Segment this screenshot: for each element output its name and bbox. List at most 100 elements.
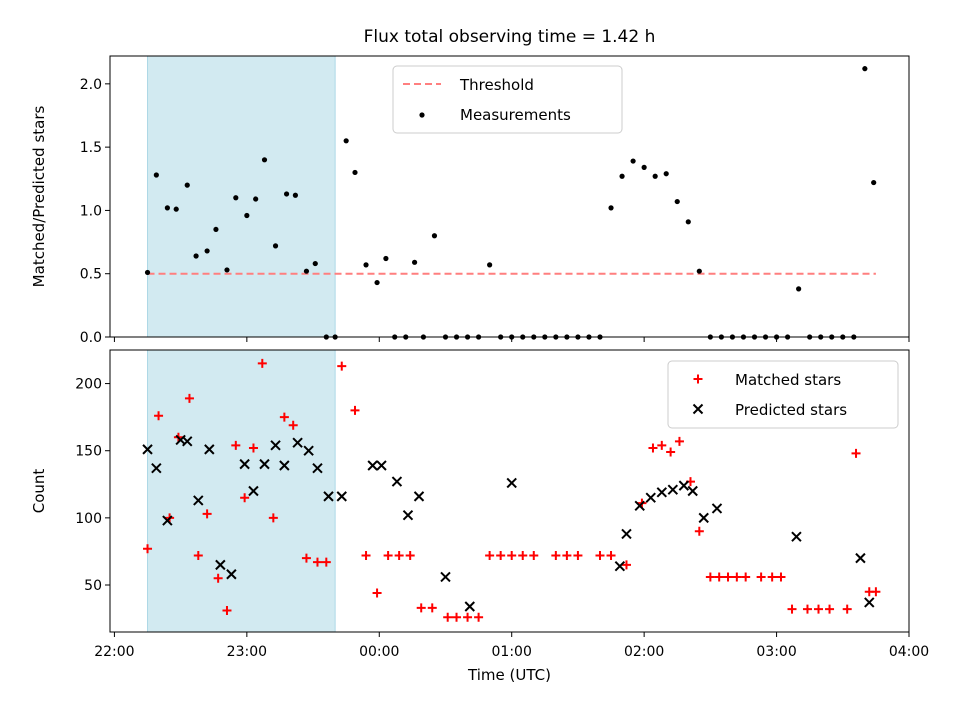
data-point — [213, 226, 219, 233]
predicted-star-point — [248, 485, 259, 497]
data-point — [164, 205, 170, 211]
matched-star-point — [394, 550, 404, 560]
predicted-star-point — [303, 445, 314, 456]
matched-star-point — [776, 572, 786, 582]
predicted-star-point — [711, 503, 723, 514]
matched-star-point — [518, 550, 528, 560]
matched-star-point — [213, 573, 223, 583]
x-tick-label: 01:00 — [492, 644, 532, 660]
predicted-star-point — [193, 495, 204, 506]
predicted-star-point — [239, 458, 250, 470]
predicted-star-point — [279, 460, 290, 471]
x-tick-label: 00:00 — [359, 644, 399, 660]
data-point — [204, 248, 210, 254]
matched-star-point — [485, 550, 495, 560]
legend-threshold-label: Threshold — [459, 76, 534, 94]
data-point — [862, 66, 868, 72]
data-point — [184, 182, 190, 188]
legend-measurements-swatch — [419, 112, 425, 118]
data-point — [193, 253, 199, 259]
data-point — [431, 233, 438, 239]
predicted-star-point — [336, 491, 347, 502]
predicted-star-point — [413, 491, 425, 502]
predicted-star-point — [864, 597, 875, 608]
predicted-star-point — [292, 437, 303, 448]
predicted-star-point — [506, 477, 517, 489]
axes-frame — [109, 349, 910, 633]
matched-star-point — [767, 572, 777, 582]
data-point — [173, 206, 179, 212]
data-point — [641, 164, 647, 170]
matched-star-point — [802, 604, 812, 614]
matched-star-point — [257, 358, 267, 368]
matched-star-point — [851, 448, 861, 458]
data-point — [363, 262, 369, 268]
matched-star-point — [814, 604, 824, 614]
data-point — [233, 195, 239, 201]
x-tick-label: 04:00 — [889, 644, 929, 660]
data-point — [153, 172, 159, 178]
predicted-star-point — [182, 436, 193, 447]
matched-star-point — [573, 550, 583, 560]
predicted-star-point — [656, 487, 668, 498]
predicted-star-point — [142, 444, 153, 455]
matched-star-point — [184, 393, 194, 403]
y-tick-label: 2.0 — [80, 77, 102, 93]
data-point — [796, 286, 802, 292]
predicted-star-point — [464, 601, 475, 612]
matched-star-point — [657, 440, 667, 450]
data-point — [487, 262, 493, 268]
predicted-star-point — [376, 460, 387, 471]
legend-box — [667, 360, 899, 429]
matched-star-point — [621, 560, 631, 570]
predicted-star-point — [151, 462, 162, 474]
matched-star-point — [606, 550, 616, 560]
count-panel: 50 100 150 200 22:00 23:00 00:00 01:00 02:00 03:0… — [30, 349, 929, 684]
legend: Matched stars Predicted stars — [667, 360, 899, 429]
series-predicted-stars — [142, 434, 875, 612]
matched-star-point — [825, 604, 835, 614]
matched-star-point — [648, 443, 658, 453]
data-point — [608, 205, 614, 211]
predicted-star-point — [667, 484, 679, 495]
data-point — [652, 173, 658, 179]
predicted-star-point — [614, 560, 626, 572]
y-tick-label: 1.5 — [80, 140, 102, 156]
matched-star-point — [301, 553, 311, 563]
matched-star-point — [595, 550, 605, 560]
data-point — [224, 267, 230, 273]
matched-star-point — [714, 572, 724, 582]
predicted-star-point — [226, 569, 237, 580]
predicted-star-point — [440, 571, 451, 583]
matched-star-point — [551, 550, 561, 560]
matched-star-point — [496, 550, 506, 560]
matched-star-point — [694, 526, 704, 536]
predicted-star-point — [855, 552, 866, 564]
data-point — [253, 196, 259, 202]
data-point — [272, 243, 279, 249]
matched-star-point — [756, 572, 766, 582]
predicted-star-point — [791, 531, 802, 542]
matched-star-point — [732, 572, 742, 582]
predicted-star-point — [312, 462, 323, 474]
data-point — [685, 219, 691, 225]
data-point — [374, 279, 380, 286]
data-point — [619, 173, 625, 179]
y-tick-label: 0.0 — [80, 330, 102, 346]
matched-star-point — [463, 612, 473, 622]
x-axis-label: Time (UTC) — [467, 666, 551, 684]
matched-star-point — [279, 412, 289, 422]
predicted-star-point — [215, 559, 226, 571]
matched-star-point — [443, 612, 453, 622]
legend-matched-swatch — [693, 374, 703, 384]
x-tick-label: 02:00 — [624, 644, 664, 660]
predicted-star-point — [402, 509, 414, 521]
matched-star-point — [562, 550, 572, 560]
series-matched-stars — [143, 358, 881, 622]
matched-star-point — [143, 544, 153, 554]
matched-star-point — [666, 447, 676, 457]
matched-star-point — [383, 550, 393, 560]
data-point — [383, 255, 389, 262]
predicted-star-point — [162, 515, 173, 526]
data-point — [292, 192, 299, 198]
